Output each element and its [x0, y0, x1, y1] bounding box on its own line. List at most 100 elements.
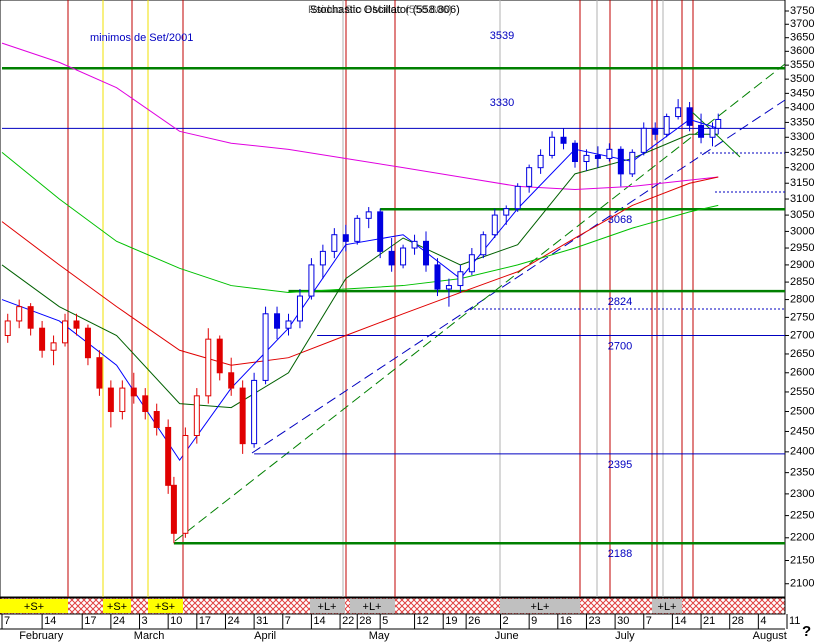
candle-body [331, 234, 338, 252]
candle-body [583, 154, 590, 163]
candle-body [388, 250, 395, 266]
y-tick-label: 3200 [790, 162, 814, 174]
y-tick-label: 2450 [790, 425, 814, 437]
candle-body [308, 264, 315, 297]
y-tick-label: 3100 [790, 193, 814, 205]
signal-label: +L+ [363, 601, 382, 613]
candle-body [480, 234, 487, 256]
x-tick-label: 3 [142, 615, 148, 627]
y-tick-label: 3050 [790, 209, 814, 221]
signal-label: +S+ [24, 601, 44, 613]
candle-body [62, 320, 69, 344]
x-tick-label: 9 [531, 615, 537, 627]
chart-title: Stochastic Oscillator (558.806) [310, 4, 460, 16]
candle-body [503, 208, 510, 216]
candle-body [549, 136, 556, 156]
y-tick-label: 2500 [790, 405, 814, 417]
candle-body [400, 247, 407, 266]
candle-body [445, 285, 452, 290]
x-tick-label: 17 [84, 615, 96, 627]
candle-body [130, 387, 137, 397]
candle-body [365, 211, 372, 219]
candle-body [709, 127, 716, 138]
x-tick-label: 26 [468, 615, 480, 627]
y-tick-label: 2100 [790, 578, 814, 590]
candle-body [285, 320, 292, 329]
candle-body [715, 118, 722, 129]
candle-body [354, 217, 361, 242]
candle-body [142, 395, 149, 413]
candle-body [84, 327, 91, 359]
signal-label: +L+ [531, 601, 550, 613]
candle-body [107, 387, 114, 413]
moving-average [1, 42, 719, 191]
signal-label: +S+ [155, 601, 175, 613]
candle-body [319, 250, 326, 266]
level-label: 2700 [608, 340, 632, 352]
x-tick-label: 14 [674, 615, 686, 627]
level-label: 2188 [608, 548, 632, 560]
candle-body [468, 254, 475, 273]
candle-body [663, 116, 670, 135]
signal-label: +L+ [318, 601, 337, 613]
annotation: minimos de Set/2001 [90, 32, 193, 44]
month-label: April [254, 630, 276, 642]
candle-body [560, 136, 567, 144]
y-tick-label: 2600 [790, 367, 814, 379]
y-tick-label: 2200 [790, 532, 814, 544]
candle-body [537, 154, 544, 169]
candle-body [686, 107, 693, 126]
candle-body [170, 484, 177, 534]
y-tick-label: 3300 [790, 131, 814, 143]
candle-body [39, 327, 46, 351]
x-tick-label: 16 [560, 615, 572, 627]
x-tick-label: 24 [227, 615, 239, 627]
month-label: March [134, 630, 165, 642]
y-tick-label: 3500 [790, 73, 814, 85]
y-tick-label: 3700 [790, 18, 814, 30]
month-label: May [369, 630, 390, 642]
x-tick-label: 7 [646, 615, 652, 627]
level-label: 2395 [608, 459, 632, 471]
y-tick-label: 2400 [790, 446, 814, 458]
moving-average [1, 176, 719, 366]
y-tick-label: 2150 [790, 554, 814, 566]
x-tick-label: 7 [285, 615, 291, 627]
x-tick-label: 22 [342, 615, 354, 627]
level-label: 3330 [490, 97, 514, 109]
y-tick-label: 2300 [790, 488, 814, 500]
x-tick-label: 4 [760, 615, 766, 627]
x-tick-label: 14 [44, 615, 56, 627]
y-tick-label: 3400 [790, 102, 814, 114]
y-tick-label: 2350 [790, 467, 814, 479]
candle-body [262, 313, 269, 381]
candle-body [617, 148, 624, 175]
month-label: February [19, 630, 64, 642]
candle-body [16, 306, 23, 322]
candle-body [606, 148, 613, 159]
candle-body [698, 124, 705, 138]
y-tick-label: 2750 [790, 311, 814, 323]
y-tick-label: 3150 [790, 177, 814, 189]
candle-body [96, 357, 103, 389]
help-icon[interactable]: ? [802, 623, 811, 640]
candle-body [514, 185, 521, 210]
candle-body [239, 387, 246, 445]
y-tick-label: 3000 [790, 225, 814, 237]
level-label: 3068 [608, 214, 632, 226]
x-tick-label: 10 [170, 615, 182, 627]
x-tick-label: 17 [199, 615, 211, 627]
candle-body [423, 240, 430, 266]
candle-body [27, 306, 34, 329]
y-tick-label: 2950 [790, 242, 814, 254]
month-label: August [753, 630, 787, 642]
x-tick-label: 11 [789, 615, 800, 627]
x-tick-label: 30 [617, 615, 629, 627]
candle-body [216, 338, 223, 374]
y-tick-label: 2850 [790, 276, 814, 288]
candle-body [205, 338, 212, 397]
candle-body [193, 395, 200, 437]
candle-body [526, 167, 533, 187]
